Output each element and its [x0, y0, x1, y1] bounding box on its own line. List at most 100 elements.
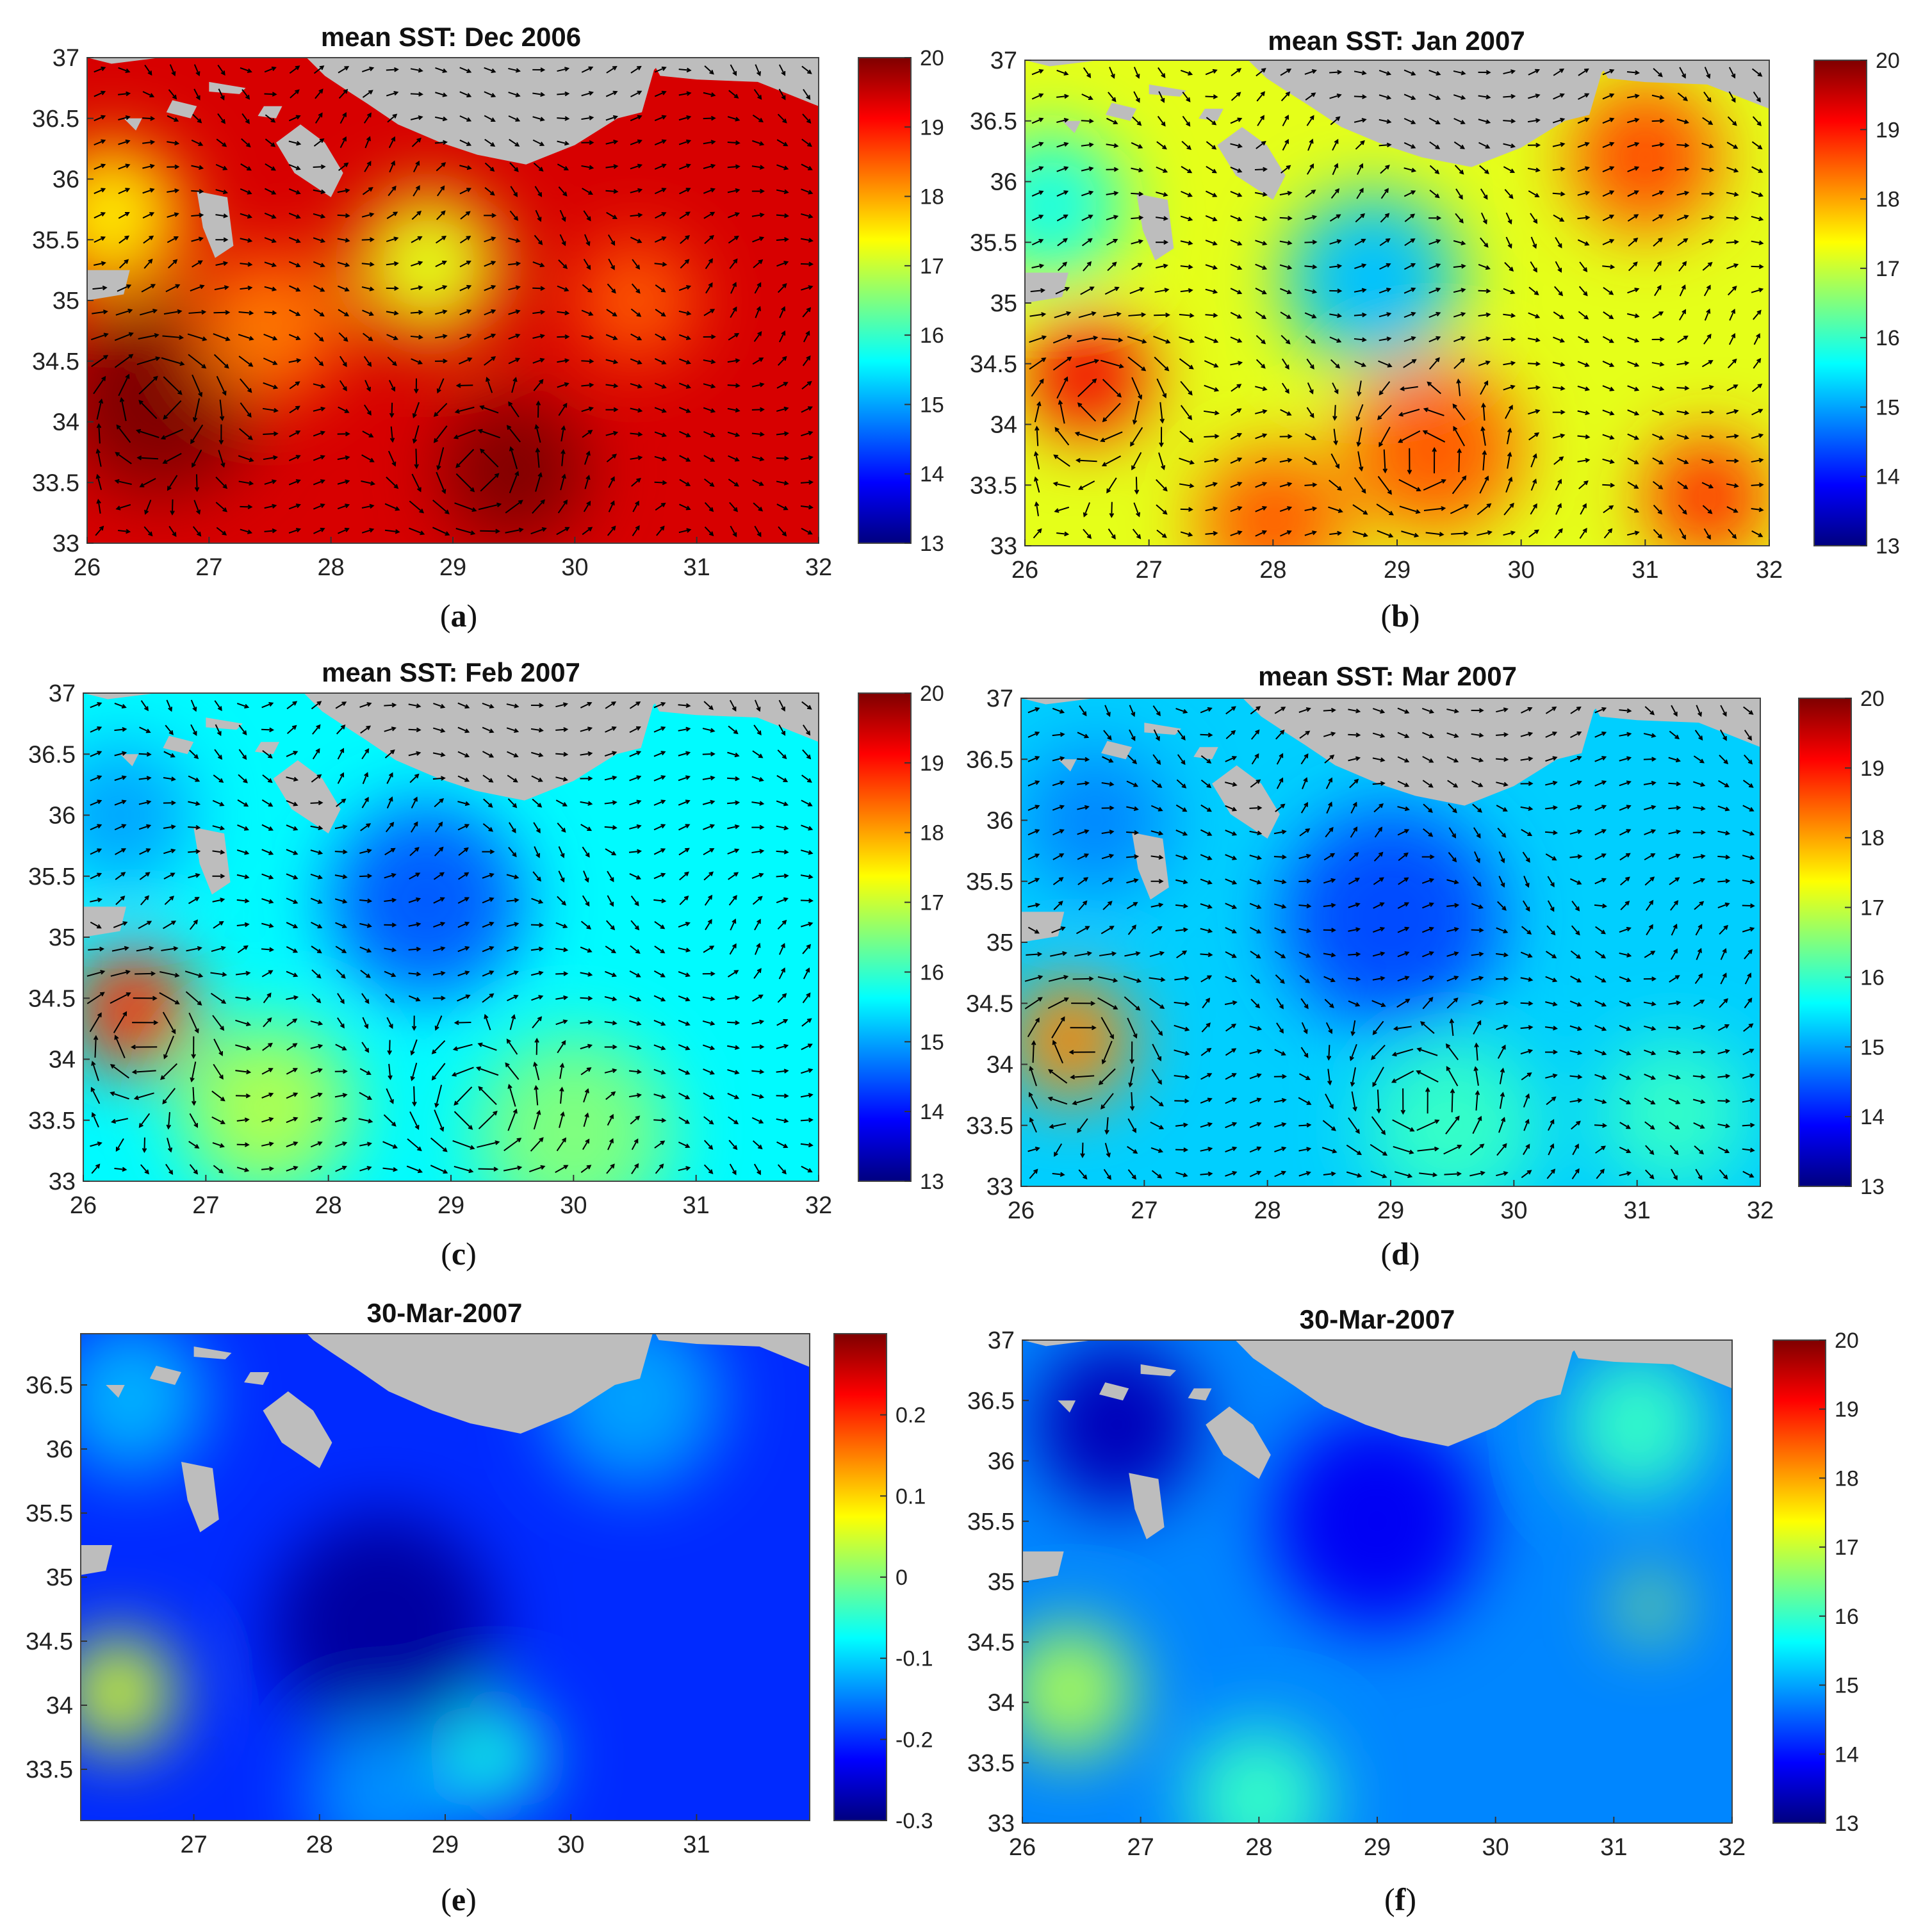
velocity-arrow — [286, 995, 299, 1001]
velocity-arrow — [1126, 878, 1139, 884]
velocity-arrow — [1694, 730, 1703, 741]
velocity-arrow — [1473, 851, 1480, 864]
velocity-arrow — [288, 358, 302, 363]
velocity-arrow — [1602, 117, 1615, 124]
velocity-arrow — [288, 140, 302, 146]
velocity-arrow — [411, 473, 421, 493]
velocity-arrow — [409, 847, 420, 856]
velocity-arrow — [1428, 215, 1442, 221]
velocity-arrow — [113, 921, 128, 928]
velocity-arrow — [218, 450, 225, 468]
velocity-arrow — [754, 282, 762, 294]
velocity-arrow — [703, 163, 716, 169]
velocity-arrow — [703, 115, 716, 121]
panel-caption: (d) — [1380, 1236, 1420, 1272]
velocity-arrow — [1379, 70, 1392, 76]
velocity-arrow — [1577, 434, 1591, 439]
velocity-arrow — [1653, 237, 1663, 247]
velocity-arrow — [1077, 378, 1097, 397]
velocity-arrow — [1205, 190, 1218, 197]
field-feature — [1021, 979, 1133, 1101]
velocity-arrow — [484, 138, 496, 147]
colorbar-tick-label: 14 — [1876, 465, 1900, 489]
velocity-arrow — [118, 139, 131, 145]
velocity-arrow — [482, 774, 494, 783]
velocity-arrow — [1578, 480, 1589, 489]
x-tick-label: 26 — [1011, 557, 1038, 584]
velocity-arrow — [1048, 975, 1069, 982]
velocity-arrow — [110, 970, 131, 977]
velocity-arrow — [1692, 1074, 1706, 1079]
velocity-arrow — [1404, 238, 1416, 247]
velocity-arrow — [435, 235, 447, 244]
velocity-arrow — [630, 333, 642, 341]
velocity-arrow — [1379, 336, 1392, 341]
velocity-arrow — [1034, 501, 1040, 516]
velocity-arrow — [1255, 409, 1268, 414]
velocity-arrow — [1619, 853, 1631, 861]
velocity-arrow — [1200, 1122, 1213, 1128]
velocity-arrow — [705, 919, 712, 931]
velocity-arrow — [1391, 1070, 1414, 1083]
velocity-arrow — [678, 334, 691, 340]
velocity-arrow — [1203, 410, 1220, 416]
velocity-arrow — [1478, 264, 1491, 270]
coastline-land-east — [1569, 1340, 1732, 1389]
velocity-arrow — [213, 1165, 224, 1174]
velocity-arrow — [1274, 1146, 1287, 1152]
velocity-arrow — [678, 799, 691, 806]
y-tick-label: 33 — [53, 530, 79, 557]
velocity-arrow — [1276, 777, 1284, 789]
velocity-arrow — [1428, 357, 1440, 370]
velocity-arrow — [431, 1063, 446, 1081]
velocity-arrow — [89, 1012, 102, 1033]
velocity-arrow — [1727, 286, 1737, 296]
velocity-arrow — [1421, 707, 1435, 714]
velocity-arrow — [1031, 117, 1044, 124]
velocity-arrow — [1323, 878, 1336, 884]
velocity-arrow — [1300, 801, 1309, 814]
velocity-arrow — [1150, 879, 1164, 884]
velocity-arrow — [1594, 1123, 1608, 1128]
velocity-arrow — [361, 480, 376, 486]
velocity-arrow — [261, 824, 274, 831]
velocity-arrow — [1104, 705, 1111, 717]
velocity-arrow — [1644, 1169, 1655, 1179]
velocity-arrow — [214, 285, 229, 291]
velocity-arrow — [1619, 1171, 1632, 1177]
velocity-arrow — [1151, 1068, 1162, 1085]
velocity-arrow — [1446, 903, 1460, 908]
velocity-arrow — [776, 873, 789, 879]
velocity-arrow — [436, 378, 445, 394]
velocity-arrow — [532, 871, 541, 882]
velocity-arrow — [241, 138, 251, 148]
velocity-arrow — [286, 751, 299, 757]
velocity-arrow — [1717, 805, 1730, 812]
velocity-arrow — [727, 140, 741, 145]
velocity-arrow — [1453, 240, 1466, 245]
velocity-arrow — [1150, 1020, 1163, 1036]
velocity-arrow — [110, 992, 131, 1004]
velocity-arrow — [1627, 385, 1640, 391]
velocity-arrow — [1744, 754, 1753, 765]
velocity-arrow — [1751, 409, 1763, 416]
velocity-arrow — [436, 447, 445, 471]
velocity-arrow — [411, 1015, 417, 1031]
velocity-arrow — [1455, 213, 1464, 224]
velocity-arrow — [1594, 707, 1607, 714]
velocity-arrow — [1054, 427, 1070, 446]
velocity-arrow — [1503, 94, 1516, 99]
velocity-arrow — [653, 872, 666, 880]
velocity-arrow — [1225, 830, 1238, 836]
velocity-arrow — [1544, 1026, 1559, 1031]
velocity-arrow — [1594, 1099, 1607, 1104]
y-tick-label: 35.5 — [28, 864, 76, 890]
velocity-arrow — [1742, 1122, 1755, 1128]
velocity-arrow — [411, 261, 423, 266]
velocity-arrow — [1751, 482, 1764, 487]
velocity-arrow — [1520, 1025, 1534, 1030]
velocity-arrow — [584, 234, 591, 247]
velocity-arrow — [532, 67, 546, 72]
velocity-arrow — [1602, 215, 1615, 222]
velocity-arrow — [263, 1017, 272, 1027]
